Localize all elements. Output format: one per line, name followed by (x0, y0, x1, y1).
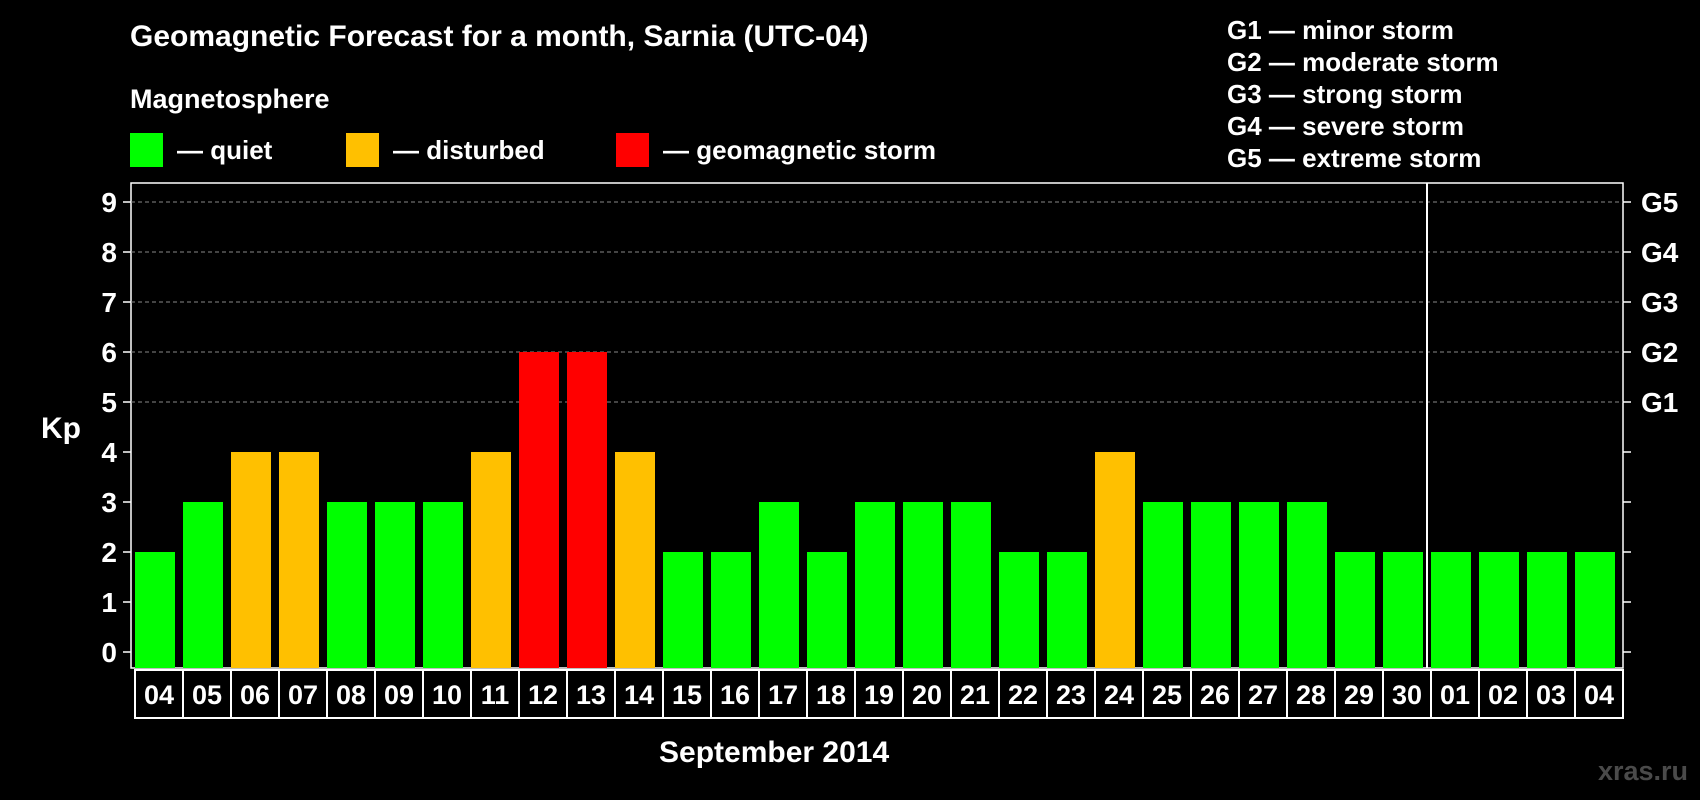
x-tick-label: 04 (144, 680, 174, 710)
kp-bar (663, 552, 703, 668)
x-tick-label: 27 (1248, 680, 1278, 710)
y-tick-label: 4 (101, 437, 117, 468)
y-tick-label: 7 (101, 287, 117, 318)
kp-bar (951, 502, 991, 668)
x-tick-label: 09 (384, 680, 414, 710)
x-tick-label: 12 (528, 680, 558, 710)
legend-swatch-quiet (130, 133, 163, 167)
legend-swatch-disturbed (346, 133, 379, 167)
date-axis-box (134, 669, 1624, 719)
legend-swatch-storm (616, 133, 649, 167)
kp-bar (231, 452, 271, 668)
legend-heading: Magnetosphere (130, 84, 330, 114)
y-tick-label: 8 (101, 237, 117, 268)
x-tick-label: 01 (1440, 680, 1470, 710)
kp-bar (1527, 552, 1567, 668)
kp-bar (999, 552, 1039, 668)
x-tick-label: 17 (768, 680, 798, 710)
chart-title: Geomagnetic Forecast for a month, Sarnia… (130, 20, 869, 53)
kp-bar (759, 502, 799, 668)
x-tick-label: 15 (672, 680, 702, 710)
kp-bar (1047, 552, 1087, 668)
g-legend-item: G1 — minor storm (1227, 15, 1454, 45)
legend-label-storm: — geomagnetic storm (663, 134, 937, 165)
x-tick-label: 23 (1056, 680, 1086, 710)
g-level-label: G1 (1641, 387, 1678, 418)
kp-bar (711, 552, 751, 668)
kp-bar (1239, 502, 1279, 668)
kp-bar (327, 502, 367, 668)
kp-bar (1191, 502, 1231, 668)
x-tick-label: 25 (1152, 680, 1182, 710)
kp-bar (1143, 502, 1183, 668)
kp-bar (1575, 552, 1615, 668)
kp-bar (1287, 502, 1327, 668)
y-tick-label: 9 (101, 187, 117, 218)
kp-bar (519, 352, 559, 668)
g-level-label: G4 (1641, 237, 1679, 268)
legend-item-disturbed: — disturbed (346, 133, 545, 167)
kp-bar (183, 502, 223, 668)
kp-bar (1095, 452, 1135, 668)
x-tick-label: 08 (336, 680, 366, 710)
kp-bar (1383, 552, 1423, 668)
y-tick-label: 2 (101, 537, 117, 568)
x-tick-label: 28 (1296, 680, 1326, 710)
legend-item-quiet: — quiet (130, 133, 272, 167)
g-scale-legend: G1 — minor storm G2 — moderate storm G3 … (1227, 14, 1499, 174)
y-tick-label: 3 (101, 487, 117, 518)
g-level-label: G3 (1641, 287, 1678, 318)
kp-bar (855, 502, 895, 668)
kp-bar (375, 502, 415, 668)
x-tick-label: 11 (481, 680, 510, 710)
x-tick-label: 14 (624, 680, 654, 710)
x-tick-label: 03 (1536, 680, 1566, 710)
x-tick-label: 06 (240, 680, 270, 710)
kp-bar (807, 552, 847, 668)
g-level-label: G5 (1641, 187, 1678, 218)
legend-label-disturbed: — disturbed (393, 134, 545, 165)
y-tick-label: 6 (101, 337, 117, 368)
kp-bar (567, 352, 607, 668)
x-tick-label: 21 (960, 680, 990, 710)
kp-bar (1335, 552, 1375, 668)
g-legend-item: G5 — extreme storm (1227, 143, 1482, 173)
kp-bar (279, 452, 319, 668)
g-level-label: G2 (1641, 337, 1678, 368)
g-legend-item: G2 — moderate storm (1227, 47, 1499, 77)
y-tick-label: 0 (101, 637, 117, 668)
x-tick-label: 19 (864, 680, 894, 710)
kp-bar (1431, 552, 1471, 668)
x-tick-label: 24 (1104, 680, 1134, 710)
kp-bar (471, 452, 511, 668)
x-tick-label: 10 (432, 680, 462, 710)
g-legend-item: G4 — severe storm (1227, 111, 1465, 141)
x-tick-label: 18 (816, 680, 846, 710)
y-tick-label: 1 (101, 587, 117, 618)
legend-item-storm: — geomagnetic storm (616, 133, 936, 167)
y-tick-label: 5 (101, 387, 117, 418)
x-tick-label: 20 (912, 680, 942, 710)
x-tick-label: 13 (576, 680, 606, 710)
kp-bar (423, 502, 463, 668)
x-tick-label: 05 (192, 680, 222, 710)
kp-bar (615, 452, 655, 668)
x-tick-label: 22 (1008, 680, 1038, 710)
x-tick-label: 29 (1344, 680, 1374, 710)
x-axis-label: September 2014 (659, 736, 890, 769)
x-tick-label: 30 (1392, 680, 1422, 710)
kp-bar (135, 552, 175, 668)
x-tick-label: 16 (720, 680, 750, 710)
x-tick-label: 04 (1584, 680, 1614, 710)
x-tick-label: 07 (288, 680, 318, 710)
x-tick-label: 02 (1488, 680, 1518, 710)
g-legend-item: G3 — strong storm (1227, 79, 1463, 109)
y-axis-label: Kp (41, 412, 81, 445)
kp-bar (903, 502, 943, 668)
watermark: xras.ru (1597, 756, 1688, 786)
kp-bar (1479, 552, 1519, 668)
legend-label-quiet: — quiet (177, 134, 273, 165)
x-tick-label: 26 (1200, 680, 1230, 710)
